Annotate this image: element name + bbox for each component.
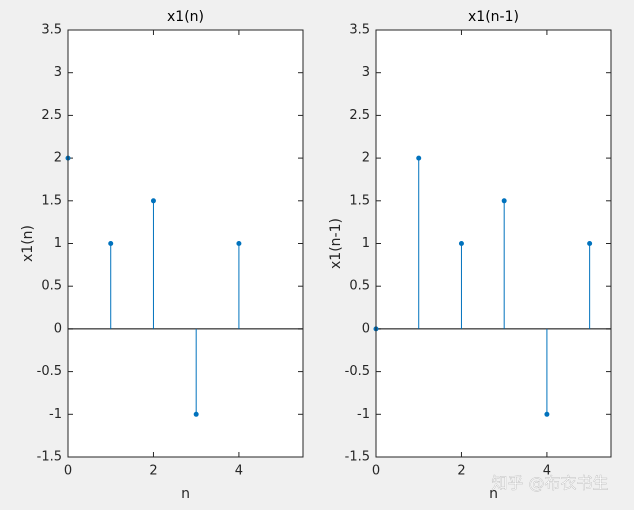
stem-marker — [544, 411, 550, 417]
y-tick-label: 1.5 — [349, 193, 370, 208]
x-tick-label: 4 — [543, 464, 551, 479]
y-tick-label: 3.5 — [41, 23, 62, 38]
y-tick-label: -0.5 — [345, 364, 370, 379]
axes-box — [375, 29, 612, 458]
y-tick-label: 1 — [54, 236, 62, 251]
stem-marker — [150, 198, 156, 204]
y-tick-label: 1.5 — [41, 193, 62, 208]
axes — [68, 30, 303, 457]
x-tick-label: 0 — [64, 464, 72, 479]
stem-marker — [108, 241, 114, 246]
y-axis-label: x1(n-1) — [328, 218, 344, 269]
x-axis-label: n — [181, 486, 190, 502]
y-tick-label: 3.5 — [349, 23, 370, 38]
stem-marker — [236, 241, 242, 246]
x-tick-label: 2 — [149, 464, 157, 479]
x-axis-label: n — [489, 486, 498, 502]
chart-title: x1(n) — [167, 9, 204, 25]
x-tick-label: 4 — [235, 464, 243, 479]
y-tick-label: 0 — [54, 321, 62, 336]
x-tick-label: 2 — [457, 464, 465, 479]
axes-box — [67, 29, 304, 458]
watermark: 知乎 @布衣书生 — [491, 474, 608, 493]
y-tick-label: 2 — [54, 151, 62, 166]
y-tick-label: -1 — [357, 407, 370, 422]
stem-marker — [458, 241, 464, 246]
x-tick-label: 0 — [372, 464, 380, 479]
y-tick-label: 2.5 — [349, 108, 370, 123]
y-tick-label: 0 — [362, 321, 370, 336]
stem-marker — [587, 241, 593, 246]
y-tick-label: 3 — [54, 65, 62, 80]
stem-marker — [416, 155, 422, 161]
y-tick-label: -1 — [49, 407, 62, 422]
stem-marker — [193, 411, 199, 417]
y-tick-label: 1 — [362, 236, 370, 251]
chart-title: x1(n-1) — [468, 9, 519, 25]
y-tick-label: 2.5 — [41, 108, 62, 123]
axes — [376, 30, 611, 457]
y-tick-label: 0.5 — [41, 279, 62, 294]
y-tick-label: 2 — [362, 151, 370, 166]
y-tick-label: -0.5 — [37, 364, 62, 379]
y-axis-label: x1(n) — [20, 225, 36, 262]
y-tick-label: 0.5 — [349, 279, 370, 294]
y-tick-label: -1.5 — [37, 450, 62, 465]
y-tick-label: -1.5 — [345, 450, 370, 465]
y-tick-label: 3 — [362, 65, 370, 80]
stem-marker — [501, 198, 507, 204]
